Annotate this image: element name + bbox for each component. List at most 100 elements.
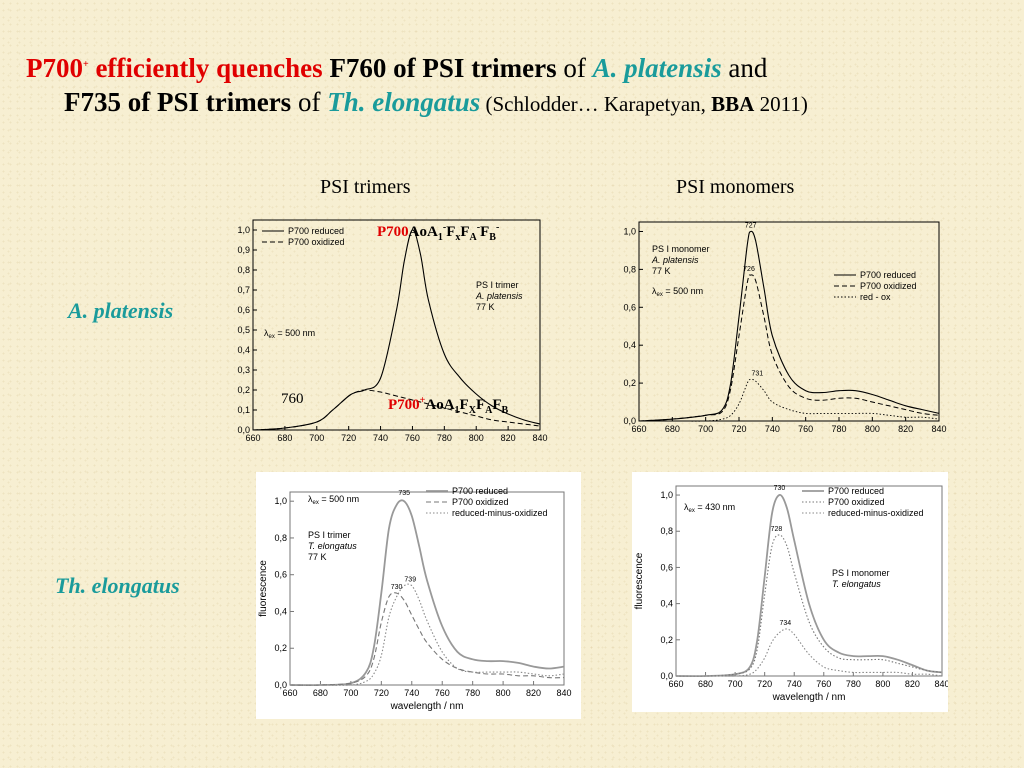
y-tick-label: 0,9 (237, 245, 250, 255)
legend-label: P700 reduced (452, 486, 508, 496)
series-line-reduced-minus-oxidized (290, 583, 565, 686)
x-tick-label: 720 (374, 688, 389, 698)
title-efficiently-quenches: efficiently quenches (88, 53, 330, 83)
y-tick-label: 0,7 (237, 285, 250, 295)
peak-label: 735 (398, 490, 410, 497)
legend-label: P700 oxidized (452, 497, 509, 507)
chart-panel-a-platensis-trimer: 660 680 700 720 740 760 780 800 820 840 0,0 0,1 0,2 0… (228, 212, 558, 452)
legend-label: P700 oxidized (288, 237, 345, 247)
x-tick-label: 820 (501, 433, 516, 443)
y-tick-label: 0,0 (274, 680, 287, 690)
legend-label: P700 reduced (860, 270, 916, 280)
x-tick-label: 780 (846, 679, 861, 689)
x-tick-label: 720 (731, 424, 746, 434)
y-tick-label: 0,3 (237, 365, 250, 375)
peak-label: 730 (774, 485, 786, 492)
plot-frame (675, 485, 943, 677)
x-tick-label: 700 (343, 688, 358, 698)
y-tick-label: 0,8 (274, 533, 287, 543)
annotation-text: A. platensis (475, 291, 523, 301)
title-a-platensis: A. platensis (592, 53, 722, 83)
chart-panel-a-platensis-monomer: 660 680 700 720 740 760 780 800 820 840 0,0 0,2 0,4 0… (614, 212, 954, 457)
x-tick-label: 660 (668, 679, 683, 689)
column-header-trimers: PSI trimers (320, 176, 411, 198)
legend-label: P700 oxidized (828, 497, 885, 507)
x-tick-label: 780 (465, 688, 480, 698)
title-of-2: of (291, 87, 328, 117)
slide-title: P700+ efficiently quenches F760 of PSI t… (26, 48, 1016, 121)
x-tick-label: 820 (526, 688, 541, 698)
x-tick-label: 720 (341, 433, 356, 443)
y-tick-label: 0,2 (237, 385, 250, 395)
row-label-a-platensis: A. platensis (68, 298, 174, 323)
legend-label: P700 reduced (828, 486, 884, 496)
chart-panel-th-elongatus-monomer: 660 680 700 720 740 760 780 800 820 840 0,0 0,2 0,4 0… (632, 472, 948, 712)
y-tick-label: 1,0 (274, 496, 287, 506)
chart-th-elongatus-monomer: 660 680 700 720 740 760 780 800 820 840 0,0 0,2 0,4 0… (634, 485, 948, 703)
x-tick-label: 820 (898, 424, 913, 434)
annotation-text: PS I monomer (832, 568, 890, 578)
peak-label: 726 (743, 266, 755, 273)
y-tick-label: 0,8 (237, 265, 250, 275)
title-of-1: of (556, 53, 593, 83)
excitation-label: λex = 430 nm (684, 502, 735, 514)
chart-th-elongatus-trimer: 660 680 700 720 740 760 780 800 820 840 0,0 0,2 0,4 0… (258, 486, 572, 712)
x-tick-label: 840 (556, 688, 571, 698)
legend-label: red - ox (860, 292, 891, 302)
y-tick-label: 1,0 (623, 226, 636, 236)
chart-a-platensis-trimer: 660 680 700 720 740 760 780 800 820 840 0,0 0,1 0,2 0… (237, 219, 548, 443)
peak-label: 731 (751, 370, 763, 377)
y-tick-label: 0,2 (623, 378, 636, 388)
series-line-p700-oxidized (638, 274, 940, 422)
y-tick-label: 0,2 (274, 643, 287, 653)
column-header-monomers: PSI monomers (676, 176, 795, 198)
x-axis-label: wavelength / nm (390, 701, 464, 712)
x-tick-label: 820 (905, 679, 920, 689)
series-line-p700-reduced (675, 494, 943, 678)
legend-label: P700 reduced (288, 226, 344, 236)
y-tick-label: 0,0 (660, 671, 673, 681)
x-tick-label: 700 (698, 424, 713, 434)
series-line-p700-reduced (638, 230, 940, 422)
title-citation: (Schlodder… Karapetyan, BBA 2011) (480, 92, 808, 116)
x-tick-label: 680 (313, 688, 328, 698)
x-tick-label: 760 (405, 433, 420, 443)
excitation-label: λex = 500 nm (308, 494, 359, 506)
series-line-p700-reduced (289, 499, 565, 687)
annotation-text: 77 K (476, 302, 495, 312)
peak-label: 730 (391, 584, 403, 591)
x-tick-label: 700 (309, 433, 324, 443)
y-tick-label: 0,4 (274, 606, 287, 616)
x-tick-label: 740 (373, 433, 388, 443)
plot-frame (638, 221, 940, 422)
chart-panel-th-elongatus-trimer: 660 680 700 720 740 760 780 800 820 840 0,0 0,2 0,4 0… (256, 472, 581, 719)
x-tick-label: 840 (931, 424, 946, 434)
y-tick-label: 0,5 (237, 325, 250, 335)
x-tick-label: 720 (757, 679, 772, 689)
row-label-th-elongatus: Th. elongatus (55, 573, 180, 598)
series-line-p700-oxidized (675, 534, 943, 677)
x-tick-label: 800 (496, 688, 511, 698)
x-tick-label: 680 (665, 424, 680, 434)
x-axis-label: wavelength / nm (772, 692, 846, 703)
y-tick-label: 0,6 (237, 305, 250, 315)
title-f735: F735 of PSI trimers (64, 87, 292, 117)
peak-label: 728 (771, 526, 783, 533)
y-tick-label: 0,0 (237, 425, 250, 435)
x-tick-label: 800 (875, 679, 890, 689)
overlay-760-label: 760 (281, 391, 304, 407)
peak-label: 739 (404, 577, 416, 584)
peak-label: 734 (780, 620, 792, 627)
x-tick-label: 740 (787, 679, 802, 689)
series-line-p700-oxidized (289, 592, 565, 686)
y-tick-label: 0,1 (237, 405, 250, 415)
y-tick-label: 0,6 (660, 562, 673, 572)
annotation-text: PS I monomer (652, 244, 710, 254)
x-tick-label: 660 (631, 424, 646, 434)
x-tick-label: 760 (816, 679, 831, 689)
peak-label: 727 (745, 222, 757, 229)
x-tick-label: 700 (728, 679, 743, 689)
y-tick-label: 0,8 (623, 264, 636, 274)
legend-label: P700 oxidized (860, 281, 917, 291)
annotation-text: T. elongatus (832, 579, 881, 589)
